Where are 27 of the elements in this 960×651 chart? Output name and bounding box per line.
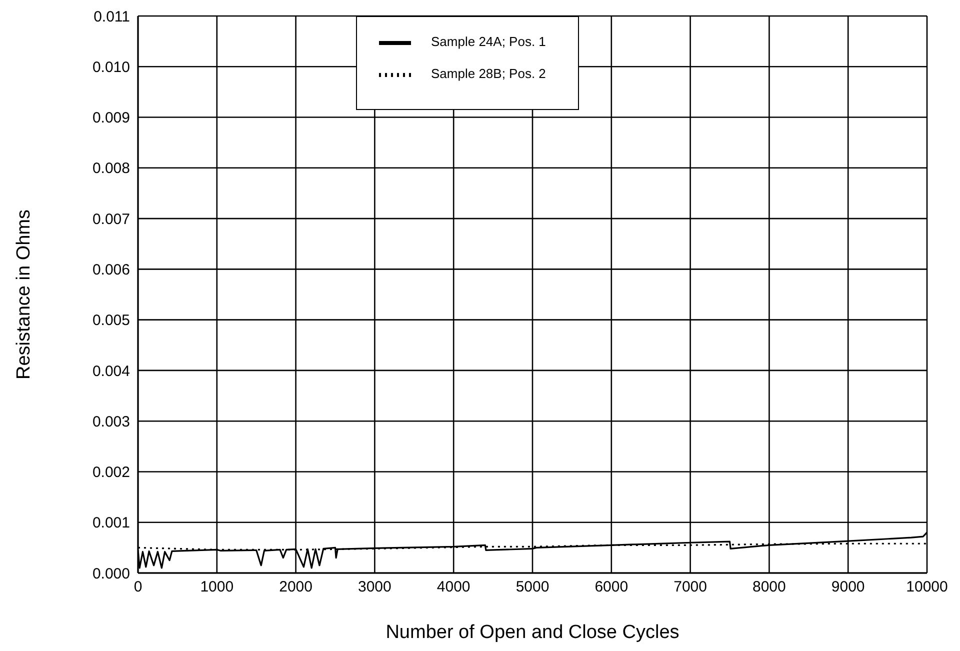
y-tick-label: 0.006: [92, 262, 130, 279]
x-tick-label: 4000: [436, 578, 470, 596]
y-tick-label: 0.002: [92, 464, 130, 482]
y-tick-label: 0.008: [92, 160, 130, 178]
x-tick-label: 8000: [752, 578, 786, 596]
x-tick-label: 1000: [200, 578, 234, 596]
y-tick-label: 0.005: [92, 312, 130, 330]
y-tick-label: 0.003: [92, 413, 130, 430]
x-tick-label: 9000: [831, 578, 865, 596]
x-tick-label: 10000: [906, 578, 948, 596]
y-axis-title: Resistance in Ohms: [14, 209, 35, 380]
y-tick-label: 0.011: [94, 8, 130, 26]
y-tick-label: 0.010: [92, 58, 130, 76]
legend-label: Sample 28B; Pos. 2: [431, 66, 546, 82]
x-axis-title: Number of Open and Close Cycles: [386, 622, 680, 643]
x-tick-label: 0: [134, 578, 142, 596]
x-tick-label: 5000: [516, 578, 550, 596]
y-tick-label: 0.007: [92, 210, 130, 228]
x-tick-label: 7000: [674, 578, 707, 596]
y-tick-label: 0.009: [92, 110, 130, 127]
x-tick-label: 3000: [358, 578, 392, 596]
y-tick-label: 0.004: [92, 362, 130, 380]
y-tick-label: 0.000: [92, 565, 130, 582]
legend-label: Sample 24A; Pos. 1: [431, 34, 546, 50]
x-tick-label: 6000: [594, 578, 628, 596]
x-tick-label: 2000: [279, 578, 312, 596]
y-tick-label: 0.001: [92, 514, 130, 532]
